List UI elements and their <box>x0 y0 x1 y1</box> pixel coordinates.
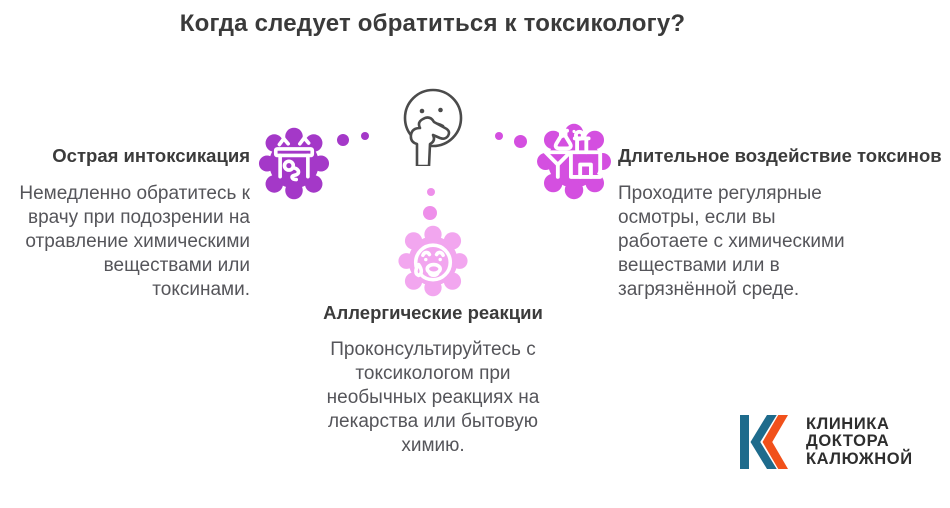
decor-dot-orchid-large <box>514 135 527 148</box>
face-right-eye <box>438 107 443 113</box>
decor-dot-purple-small <box>361 132 369 140</box>
thinking-hand <box>409 116 451 166</box>
logo-orange-k <box>762 415 788 469</box>
clinic-logo: КЛИНИКА ДОКТОРА КАЛЮЖНОЙ <box>740 415 913 469</box>
logo-kk-icon <box>740 415 788 469</box>
decor-dot-purple-large <box>337 134 349 146</box>
logo-text: КЛИНИКА ДОКТОРА КАЛЮЖНОЙ <box>806 414 913 468</box>
decor-dot-orchid-small <box>495 132 503 140</box>
sick-face-left-eye <box>424 257 428 262</box>
acute-section-body: Немедленно обратитесь к врачу при подозр… <box>19 183 250 300</box>
logo-teal-k <box>740 415 777 469</box>
allergic-blob <box>398 225 468 297</box>
flask-bubble <box>572 129 576 134</box>
decor-dot-pink-small <box>427 188 435 196</box>
allergic-section-body: Проконсультируйтесь с токсикологом при н… <box>326 339 540 456</box>
page-title: Когда следует обратиться к токсикологу? <box>179 10 686 37</box>
face-left-eye <box>419 108 425 114</box>
factory-pollution-icon <box>537 123 611 200</box>
thinking-face-icon <box>403 88 463 166</box>
sick-face-right-eye <box>438 257 442 262</box>
decor-dot-pink-large <box>423 206 437 220</box>
chronic-section-heading: Длительное воздействие токсинов <box>618 145 942 166</box>
chronic-section-body: Проходите регулярные осмотры, если вы ра… <box>618 183 845 300</box>
acute-section-heading: Острая интоксикация <box>52 145 250 166</box>
allergic-section-heading: Аллергические реакции <box>323 302 543 323</box>
sick-face-icon <box>398 225 468 297</box>
person-under-table-icon <box>258 127 330 200</box>
